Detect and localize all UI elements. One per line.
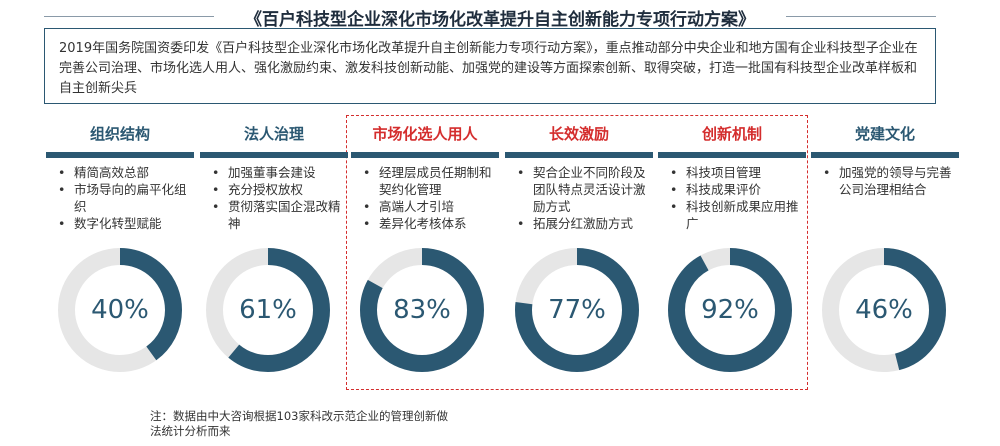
donut-label: 77% [548,295,606,325]
donut-svg [206,248,330,372]
donut-svg [668,248,792,372]
donut-svg [822,248,946,372]
column-item: 加强董事会建设 [212,164,348,181]
donut-label: 46% [855,295,913,325]
donut-svg [360,248,484,372]
donut-svg [58,248,182,372]
column-item: 精简高效总部 [58,164,194,181]
column-6: 党建文化加强党的领导与完善公司治理相结合 [811,118,959,198]
column-items: 经理层成员任期制和契约化管理高端人才引培差异化考核体系 [351,158,499,232]
column-5: 创新机制科技项目管理科技成果评价科技创新成果应用推广 [658,118,806,232]
column-title: 党建文化 [854,125,915,143]
column-title: 市场化选人用人 [372,125,478,143]
column-2: 法人治理加强董事会建设充分授权放权贯彻落实国企混改精神 [200,118,348,232]
column-title: 长效激励 [548,125,609,143]
donut-label: 92% [701,295,759,325]
column-3: 市场化选人用人经理层成员任期制和契约化管理高端人才引培差异化考核体系 [351,118,499,232]
donut-label: 40% [91,295,149,325]
column-items: 契合企业不同阶段及团队特点灵活设计激励方式拓展分红激励方式 [505,158,653,232]
column-item: 科技成果评价 [670,181,806,198]
footnote: 注：数据由中大咨询根据103家科改示范企业的管理创新做法统计分析而来 [150,409,448,438]
column-item: 高端人才引培 [363,198,499,215]
donut-arc [360,248,484,372]
column-title: 创新机制 [701,125,762,143]
column-item: 契合企业不同阶段及团队特点灵活设计激励方式 [517,164,653,215]
column-bar [351,152,499,158]
donut-chart: 46% [822,248,946,372]
donut-arc [515,248,639,372]
donut-arc [206,248,330,372]
column-bar [505,152,653,158]
donut-arc [58,248,182,372]
intro-box: 2019年国务院国资委印发《百户科技型企业深化市场化改革提升自主创新能力专项行动… [44,28,936,104]
column-item: 贯彻落实国企混改精神 [212,198,348,232]
title-line-right [786,16,936,17]
donut-arc [668,248,792,372]
donut-chart: 61% [206,248,330,372]
column-item: 市场导向的扁平化组织 [58,181,194,215]
page-title: 《百户科技型企业深化市场化改革提升自主创新能力专项行动方案》 [245,10,755,30]
column-items: 加强党的领导与完善公司治理相结合 [811,158,959,198]
highlight-box [346,115,808,390]
column-item: 拓展分红激励方式 [517,215,653,232]
column-1: 组织结构精简高效总部市场导向的扁平化组织数字化转型赋能 [46,118,194,232]
donut-arc [822,248,946,372]
donut-chart: 83% [360,248,484,372]
column-items: 科技项目管理科技成果评价科技创新成果应用推广 [658,158,806,232]
column-bar [811,152,959,158]
donut-chart: 77% [515,248,639,372]
donut-chart: 40% [58,248,182,372]
column-4: 长效激励契合企业不同阶段及团队特点灵活设计激励方式拓展分红激励方式 [505,118,653,232]
column-bar [200,152,348,158]
donut-label: 61% [239,295,297,325]
donut-label: 83% [393,295,451,325]
column-item: 差异化考核体系 [363,215,499,232]
column-item: 加强党的领导与完善公司治理相结合 [823,164,959,198]
column-item: 科技项目管理 [670,164,806,181]
column-title: 法人治理 [243,125,304,143]
donut-svg [515,248,639,372]
column-items: 加强董事会建设充分授权放权贯彻落实国企混改精神 [200,158,348,232]
column-items: 精简高效总部市场导向的扁平化组织数字化转型赋能 [46,158,194,232]
column-item: 数字化转型赋能 [58,215,194,232]
column-bar [46,152,194,158]
donut-chart: 92% [668,248,792,372]
column-bar [658,152,806,158]
column-item: 科技创新成果应用推广 [670,198,806,232]
column-title: 组织结构 [89,125,150,143]
column-item: 经理层成员任期制和契约化管理 [363,164,499,198]
title-line-left [44,16,214,17]
column-item: 充分授权放权 [212,181,348,198]
